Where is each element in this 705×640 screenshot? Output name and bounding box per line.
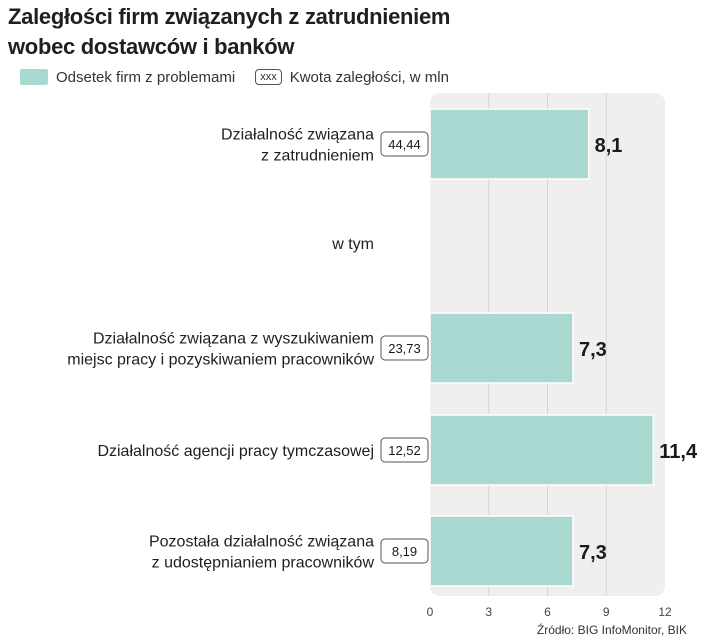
amount-label: 44,44 [388, 137, 421, 152]
legend-swatch [20, 69, 48, 85]
legend-amount-label: Kwota zaległości, w mln [289, 68, 449, 86]
amount-box [380, 538, 429, 564]
legend: Odsetek firm z problemami xxx Kwota zale… [20, 66, 449, 88]
legend-series-label: Odsetek firm z problemami [56, 68, 236, 86]
bar [429, 108, 590, 180]
bar [429, 515, 574, 587]
data-label: 7,3 [579, 339, 607, 361]
amount-box [380, 131, 429, 157]
chart-title: Zaległości firm związanych z zatrudnieni… [8, 2, 450, 62]
category-label: z udostępnianiem pracowników [152, 555, 375, 572]
chart-title-line-1: Zaległości firm związanych z zatrudnieni… [8, 4, 451, 29]
x-tick-label: 3 [485, 605, 492, 619]
category-label: Działalność związana [221, 127, 374, 144]
legend-amount-key: xxx [255, 69, 282, 85]
category-label: z zatrudnieniem [261, 148, 374, 165]
x-tick-label: 0 [427, 605, 434, 619]
bar [429, 414, 654, 486]
source-note: Źródło: BIG InfoMonitor, BIK [536, 623, 687, 637]
amount-label: 23,73 [388, 341, 421, 356]
x-tick-label: 6 [544, 605, 551, 619]
x-tick-label: 12 [658, 605, 672, 619]
amount-label: 12,52 [388, 443, 421, 458]
amount-box [380, 437, 429, 463]
amount-label: 8,19 [392, 544, 417, 559]
x-tick-label: 9 [603, 605, 610, 619]
chart-title-line-2: wobec dostawców i banków [8, 34, 295, 59]
category-label: Działalność związana z wyszukiwaniem [93, 331, 374, 348]
bar [429, 312, 574, 384]
data-label: 7,3 [579, 542, 607, 564]
group-label: w tym [331, 236, 374, 253]
data-label: 8,1 [595, 135, 623, 157]
data-label: 11,4 [659, 441, 698, 463]
category-label: miejsc pracy i pozyskiwaniem pracowników [67, 352, 374, 369]
amount-box [380, 335, 429, 361]
category-label: Działalność agencji pracy tymczasowej [97, 443, 374, 460]
category-label: Pozostała działalność związana [149, 534, 374, 551]
